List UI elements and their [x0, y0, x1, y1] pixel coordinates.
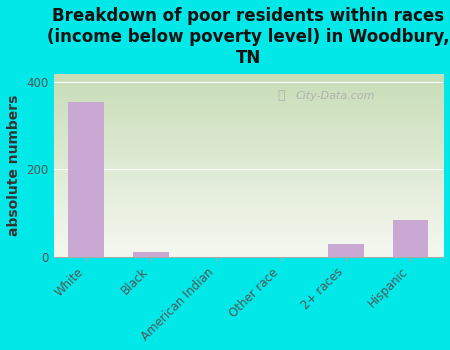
Bar: [328, 244, 364, 257]
Bar: [133, 252, 169, 257]
Title: Breakdown of poor residents within races
(income below poverty level) in Woodbur: Breakdown of poor residents within races…: [47, 7, 450, 66]
Bar: [68, 102, 104, 257]
Y-axis label: absolute numbers: absolute numbers: [7, 94, 21, 236]
Text: ⓘ: ⓘ: [278, 89, 285, 102]
Text: City-Data.com: City-Data.com: [295, 91, 374, 100]
Bar: [393, 219, 428, 257]
